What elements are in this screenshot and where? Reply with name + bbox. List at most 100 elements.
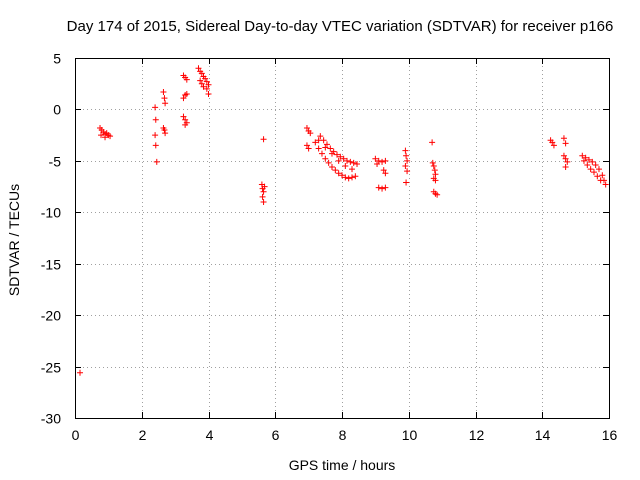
data-point <box>328 164 335 171</box>
data-point <box>202 75 209 82</box>
data-point <box>429 159 436 166</box>
data-point <box>327 145 334 152</box>
data-point <box>597 177 604 184</box>
data-point <box>98 132 105 139</box>
x-tick-labels: 0 2 4 6 8 10 12 14 16 <box>72 427 618 443</box>
data-point <box>345 175 352 182</box>
data-point <box>317 133 324 140</box>
data-point <box>152 142 159 149</box>
data-point <box>198 80 205 87</box>
data-point <box>589 158 596 165</box>
data-point <box>587 166 594 173</box>
data-point <box>594 173 601 180</box>
y-tick-label: -30 <box>41 411 61 427</box>
data-point <box>183 76 190 83</box>
data-point <box>305 145 312 152</box>
data-point <box>374 160 381 167</box>
data-point <box>335 157 342 164</box>
data-point <box>261 183 268 190</box>
data-point <box>197 77 204 84</box>
data-point <box>352 173 359 180</box>
data-point <box>203 78 210 85</box>
data-point <box>303 142 310 149</box>
data-point <box>382 184 389 191</box>
data-point <box>259 193 266 200</box>
data-point <box>161 95 168 102</box>
data-point <box>328 150 335 157</box>
data-point <box>430 163 437 169</box>
data-point <box>318 150 325 157</box>
data-point <box>402 147 409 154</box>
data-point <box>404 157 411 164</box>
data-point <box>203 85 210 92</box>
data-point <box>434 191 441 198</box>
y-tick-label: -5 <box>49 154 62 170</box>
data-point <box>160 88 167 95</box>
data-point <box>340 155 347 162</box>
data-point <box>332 167 339 174</box>
data-points <box>77 65 609 376</box>
y-tick-label: -10 <box>41 205 61 221</box>
data-point <box>337 153 344 160</box>
x-tick-label: 0 <box>72 427 80 443</box>
data-point <box>403 152 410 159</box>
y-axis-label: SDTVAR / TECUs <box>6 184 22 296</box>
data-point <box>349 174 356 181</box>
data-point <box>560 152 567 159</box>
data-point <box>307 130 314 137</box>
data-point <box>335 170 342 177</box>
data-point <box>382 157 389 164</box>
data-point <box>162 130 169 137</box>
data-point <box>404 168 411 175</box>
data-point <box>590 169 597 176</box>
data-point <box>602 181 609 188</box>
x-tick-label: 8 <box>339 427 347 443</box>
data-point <box>312 139 319 146</box>
data-point <box>323 141 330 148</box>
data-point <box>205 81 212 88</box>
y-tick-label: 0 <box>53 102 61 118</box>
x-tick-label: 12 <box>469 427 485 443</box>
data-point <box>431 167 438 174</box>
data-point <box>585 156 592 163</box>
data-point <box>595 166 602 173</box>
data-point <box>161 127 168 133</box>
data-point <box>77 369 84 376</box>
data-point <box>584 161 591 168</box>
data-point <box>162 100 169 107</box>
y-tick-label: 5 <box>53 51 61 67</box>
y-tick-label: -25 <box>41 360 61 376</box>
x-tick-label: 4 <box>206 427 214 443</box>
data-point <box>402 163 409 169</box>
data-point <box>354 160 361 167</box>
data-point <box>260 188 267 195</box>
data-point <box>403 179 410 186</box>
data-point <box>342 163 349 169</box>
data-point <box>550 142 557 149</box>
data-point <box>152 132 159 139</box>
data-point <box>182 116 189 123</box>
data-point <box>303 124 310 131</box>
data-point <box>432 177 439 184</box>
data-point <box>582 154 589 161</box>
data-point <box>380 167 387 174</box>
y-tick-label: -15 <box>41 257 61 273</box>
data-point <box>315 145 322 152</box>
data-point <box>195 65 202 72</box>
data-point <box>342 174 349 181</box>
data-point <box>333 151 340 158</box>
data-point <box>379 185 386 192</box>
chart-title: Day 174 of 2015, Sidereal Day-to-day VTE… <box>67 18 614 35</box>
data-point <box>347 158 354 165</box>
data-point <box>432 171 439 178</box>
data-point <box>560 135 567 142</box>
data-point <box>322 155 329 162</box>
data-point <box>260 199 267 205</box>
data-point <box>322 144 329 151</box>
data-point <box>382 170 389 177</box>
data-point <box>549 139 556 146</box>
data-point <box>320 137 327 144</box>
data-point <box>429 139 436 146</box>
data-point <box>580 157 587 164</box>
